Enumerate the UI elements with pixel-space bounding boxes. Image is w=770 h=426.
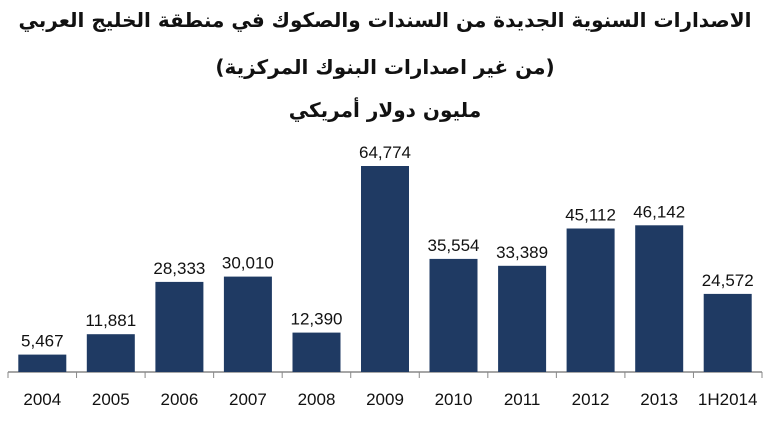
data-label-1H2014: 24,572 (702, 271, 754, 290)
bar-2007 (223, 276, 272, 372)
x-tick-label-2009: 2009 (366, 390, 404, 409)
data-label-2005: 11,881 (85, 311, 136, 330)
x-tick-label-2006: 2006 (160, 390, 198, 409)
bar-2005 (86, 334, 135, 372)
bar-2011 (498, 265, 547, 372)
x-tick-label-2012: 2012 (572, 390, 610, 409)
x-tick-label-2013: 2013 (640, 390, 678, 409)
data-label-2007: 30,010 (222, 254, 274, 273)
x-tick-label-1H2014: 1H2014 (698, 390, 758, 409)
chart-title: الاصدارات السنوية الجديدة من السندات وال… (18, 8, 752, 32)
data-label-2009: 64,774 (359, 143, 411, 162)
x-tick-label-2005: 2005 (92, 390, 130, 409)
x-tick-label-2008: 2008 (298, 390, 336, 409)
x-tick-label-2010: 2010 (435, 390, 473, 409)
chart-subtitle: (من غير اصدارات البنوك المركزية) (215, 55, 555, 79)
x-tick-label-2007: 2007 (229, 390, 267, 409)
bar-2013 (635, 225, 684, 372)
data-label-2004: 5,467 (21, 332, 64, 351)
data-label-2013: 46,142 (633, 202, 685, 221)
data-label-2006: 28,333 (153, 259, 205, 278)
x-tick-label-2011: 2011 (504, 390, 541, 409)
bar-1H2014 (703, 293, 752, 372)
data-label-2008: 12,390 (291, 310, 343, 329)
x-tick-label-2004: 2004 (23, 390, 61, 409)
data-label-2012: 45,112 (565, 206, 616, 225)
bar-2012 (566, 228, 615, 372)
bar-2004 (18, 354, 67, 372)
data-label-2010: 35,554 (428, 236, 480, 255)
bar-2009 (361, 166, 409, 372)
data-label-2011: 33,389 (496, 243, 548, 262)
bar-2008 (292, 332, 341, 372)
chart-unit-label: مليون دولار أمريكي (288, 98, 482, 122)
bar-2010 (429, 258, 478, 372)
bar-2006 (155, 281, 204, 372)
